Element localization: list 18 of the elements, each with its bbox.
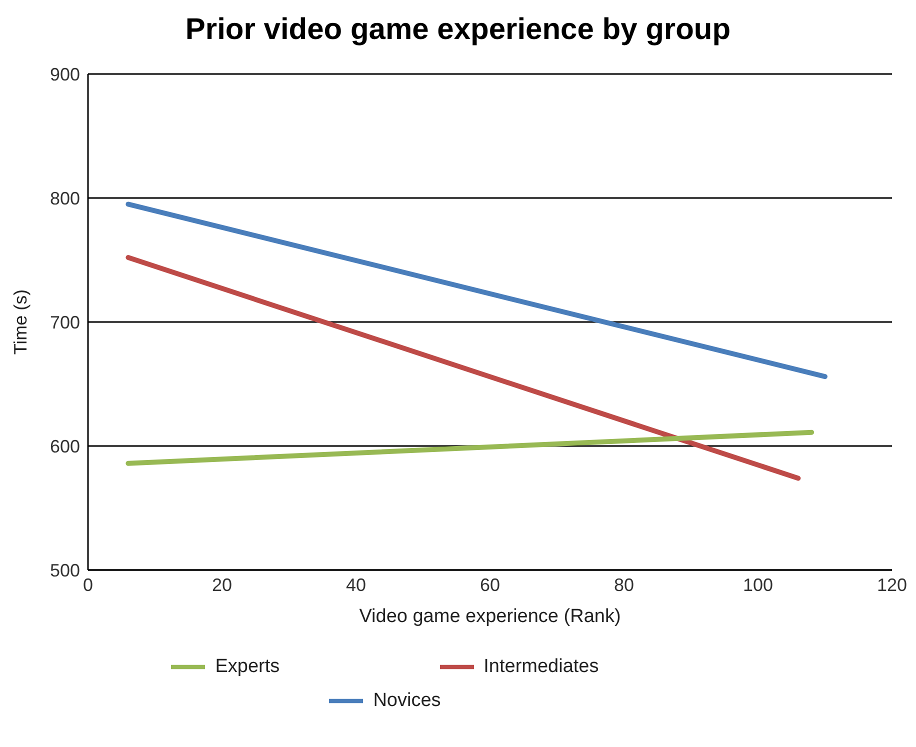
y-axis-title: Time (s) xyxy=(10,289,30,355)
x-axis-title: Video game experience (Rank) xyxy=(359,606,621,627)
y-tick-label: 900 xyxy=(50,64,80,84)
x-tick-label: 0 xyxy=(82,574,94,595)
x-tick-label: 20 xyxy=(212,574,232,595)
legend-label: Novices xyxy=(373,690,441,712)
x-tick-label: 60 xyxy=(480,574,500,595)
y-tick-label: 800 xyxy=(50,188,80,208)
legend-label: Experts xyxy=(215,656,280,678)
y-tick-label: 700 xyxy=(50,312,80,332)
chart-title: Prior video game experience by group xyxy=(184,12,732,48)
x-tick-label: 100 xyxy=(742,574,774,595)
x-tick-label: 80 xyxy=(614,574,634,595)
x-tick-label: 120 xyxy=(876,574,908,595)
y-tick-label: 500 xyxy=(50,560,80,580)
x-tick-label: 40 xyxy=(346,574,366,595)
y-tick-label: 600 xyxy=(50,436,80,456)
legend-label: Intermediates xyxy=(484,656,599,678)
